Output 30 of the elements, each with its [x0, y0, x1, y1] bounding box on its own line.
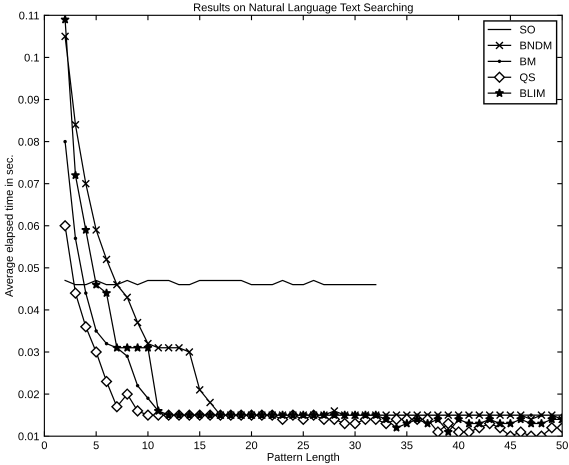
y-tick-label: 0.11 — [19, 12, 39, 20]
y-tick-label: 0.06 — [18, 222, 40, 230]
legend-label: SO — [520, 26, 535, 34]
x-tick-label: 20 — [246, 441, 258, 450]
y-tick-label: 0.03 — [18, 348, 40, 356]
y-tick-label: 0.05 — [18, 264, 40, 272]
x-tick-label: 25 — [298, 441, 309, 450]
x-tick-label: 10 — [142, 441, 154, 450]
y-tick-label: 0.09 — [18, 96, 39, 104]
y-tick-label: 0.1 — [24, 54, 39, 62]
legend-label: QS — [520, 73, 535, 84]
x-tick-label: 5 — [94, 441, 99, 450]
y-tick-label: 0.01 — [18, 432, 39, 440]
x-tick-label: 40 — [452, 441, 464, 450]
x-tick-label: 35 — [401, 441, 413, 450]
legend-label: BM — [520, 58, 536, 66]
x-axis-title: Pattern Length — [268, 452, 340, 464]
x-tick-label: 0 — [42, 441, 48, 450]
x-tick-label: 45 — [504, 441, 516, 450]
x-tick-label: 15 — [194, 441, 206, 450]
x-tick-label: 30 — [349, 441, 361, 450]
legend-label: BLIM — [520, 89, 544, 98]
y-tick-label: 0.04 — [18, 306, 40, 314]
y-tick-label: 0.07 — [18, 180, 39, 188]
chart-title: Results on Natural Language Text Searching — [194, 3, 413, 14]
x-tick-label: 50 — [556, 441, 568, 450]
y-tick-label: 0.02 — [18, 390, 39, 398]
y-tick-label: 0.08 — [18, 138, 40, 146]
y-axis-title: Average elapsed time in sec. — [4, 156, 16, 297]
legend-label: BNDM — [520, 42, 552, 50]
